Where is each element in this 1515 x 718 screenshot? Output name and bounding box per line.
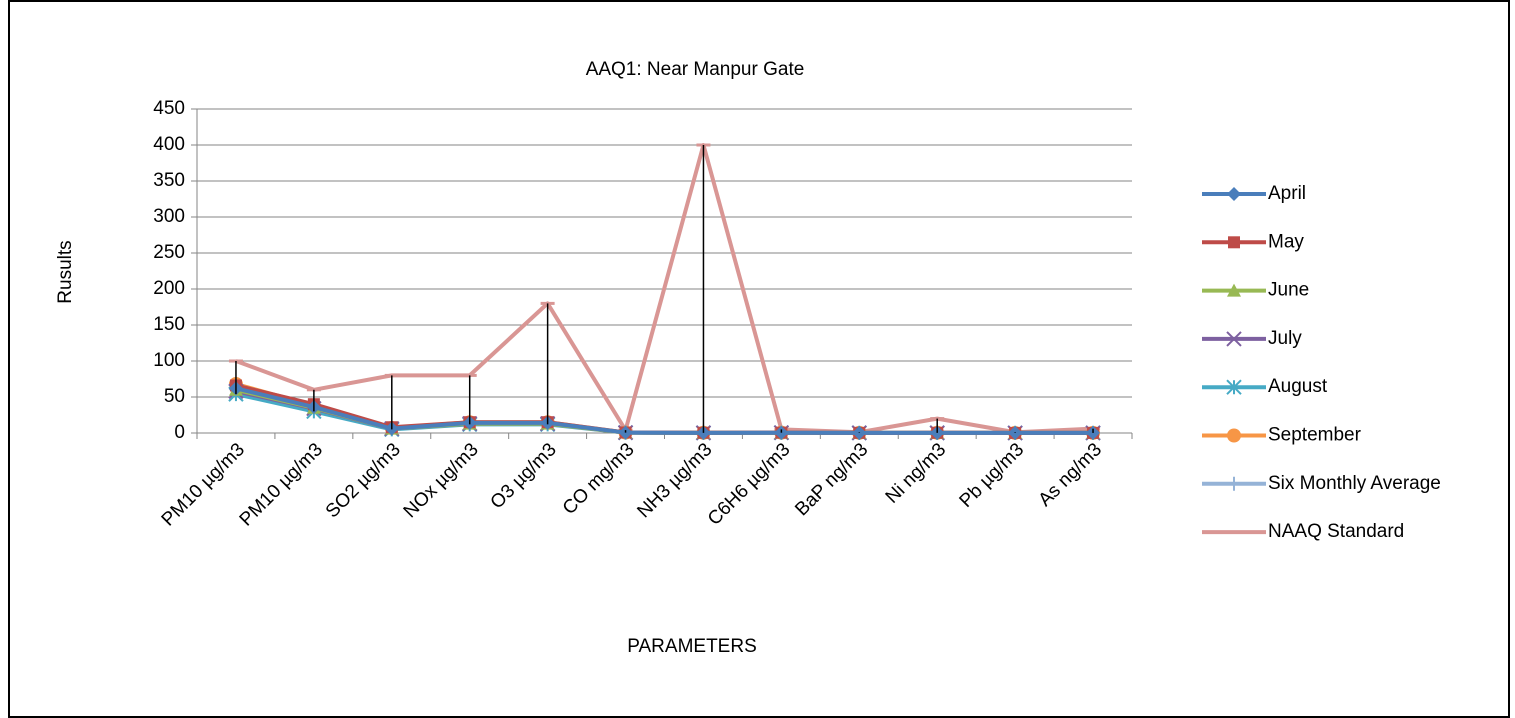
chart-border [8,0,1510,718]
legend-label: May [1268,231,1304,252]
y-axis-label: Rusults [55,240,76,303]
y-tick-label: 0 [174,422,185,443]
legend-label: July [1268,328,1302,349]
legend-label: September [1268,425,1362,446]
y-tick-label: 250 [153,242,185,263]
legend-label: NAAQ Standard [1268,521,1404,542]
legend-label: August [1268,376,1328,397]
marker [1227,187,1241,201]
marker [1227,283,1241,297]
series-line [235,143,1094,435]
x-axis-label: PARAMETERS [627,636,757,657]
y-tick-label: 50 [164,386,185,407]
series-line [235,386,1094,435]
y-tick-label: 400 [153,134,185,155]
legend-label: Six Monthly Average [1268,473,1441,494]
legend-label: April [1268,183,1306,204]
marker [1228,236,1240,249]
chart-title: AAQ1: Near Manpur Gate [586,59,805,80]
marker [1227,476,1241,491]
legend-label: June [1268,280,1309,301]
y-tick-label: 450 [153,98,185,119]
y-tick-label: 200 [153,278,185,299]
y-tick-label: 150 [153,314,185,335]
y-tick-label: 300 [153,206,185,227]
marker [1227,428,1241,443]
marker [1226,379,1242,395]
marker [1226,331,1242,347]
y-tick-label: 100 [153,350,185,371]
y-tick-label: 350 [153,170,185,191]
